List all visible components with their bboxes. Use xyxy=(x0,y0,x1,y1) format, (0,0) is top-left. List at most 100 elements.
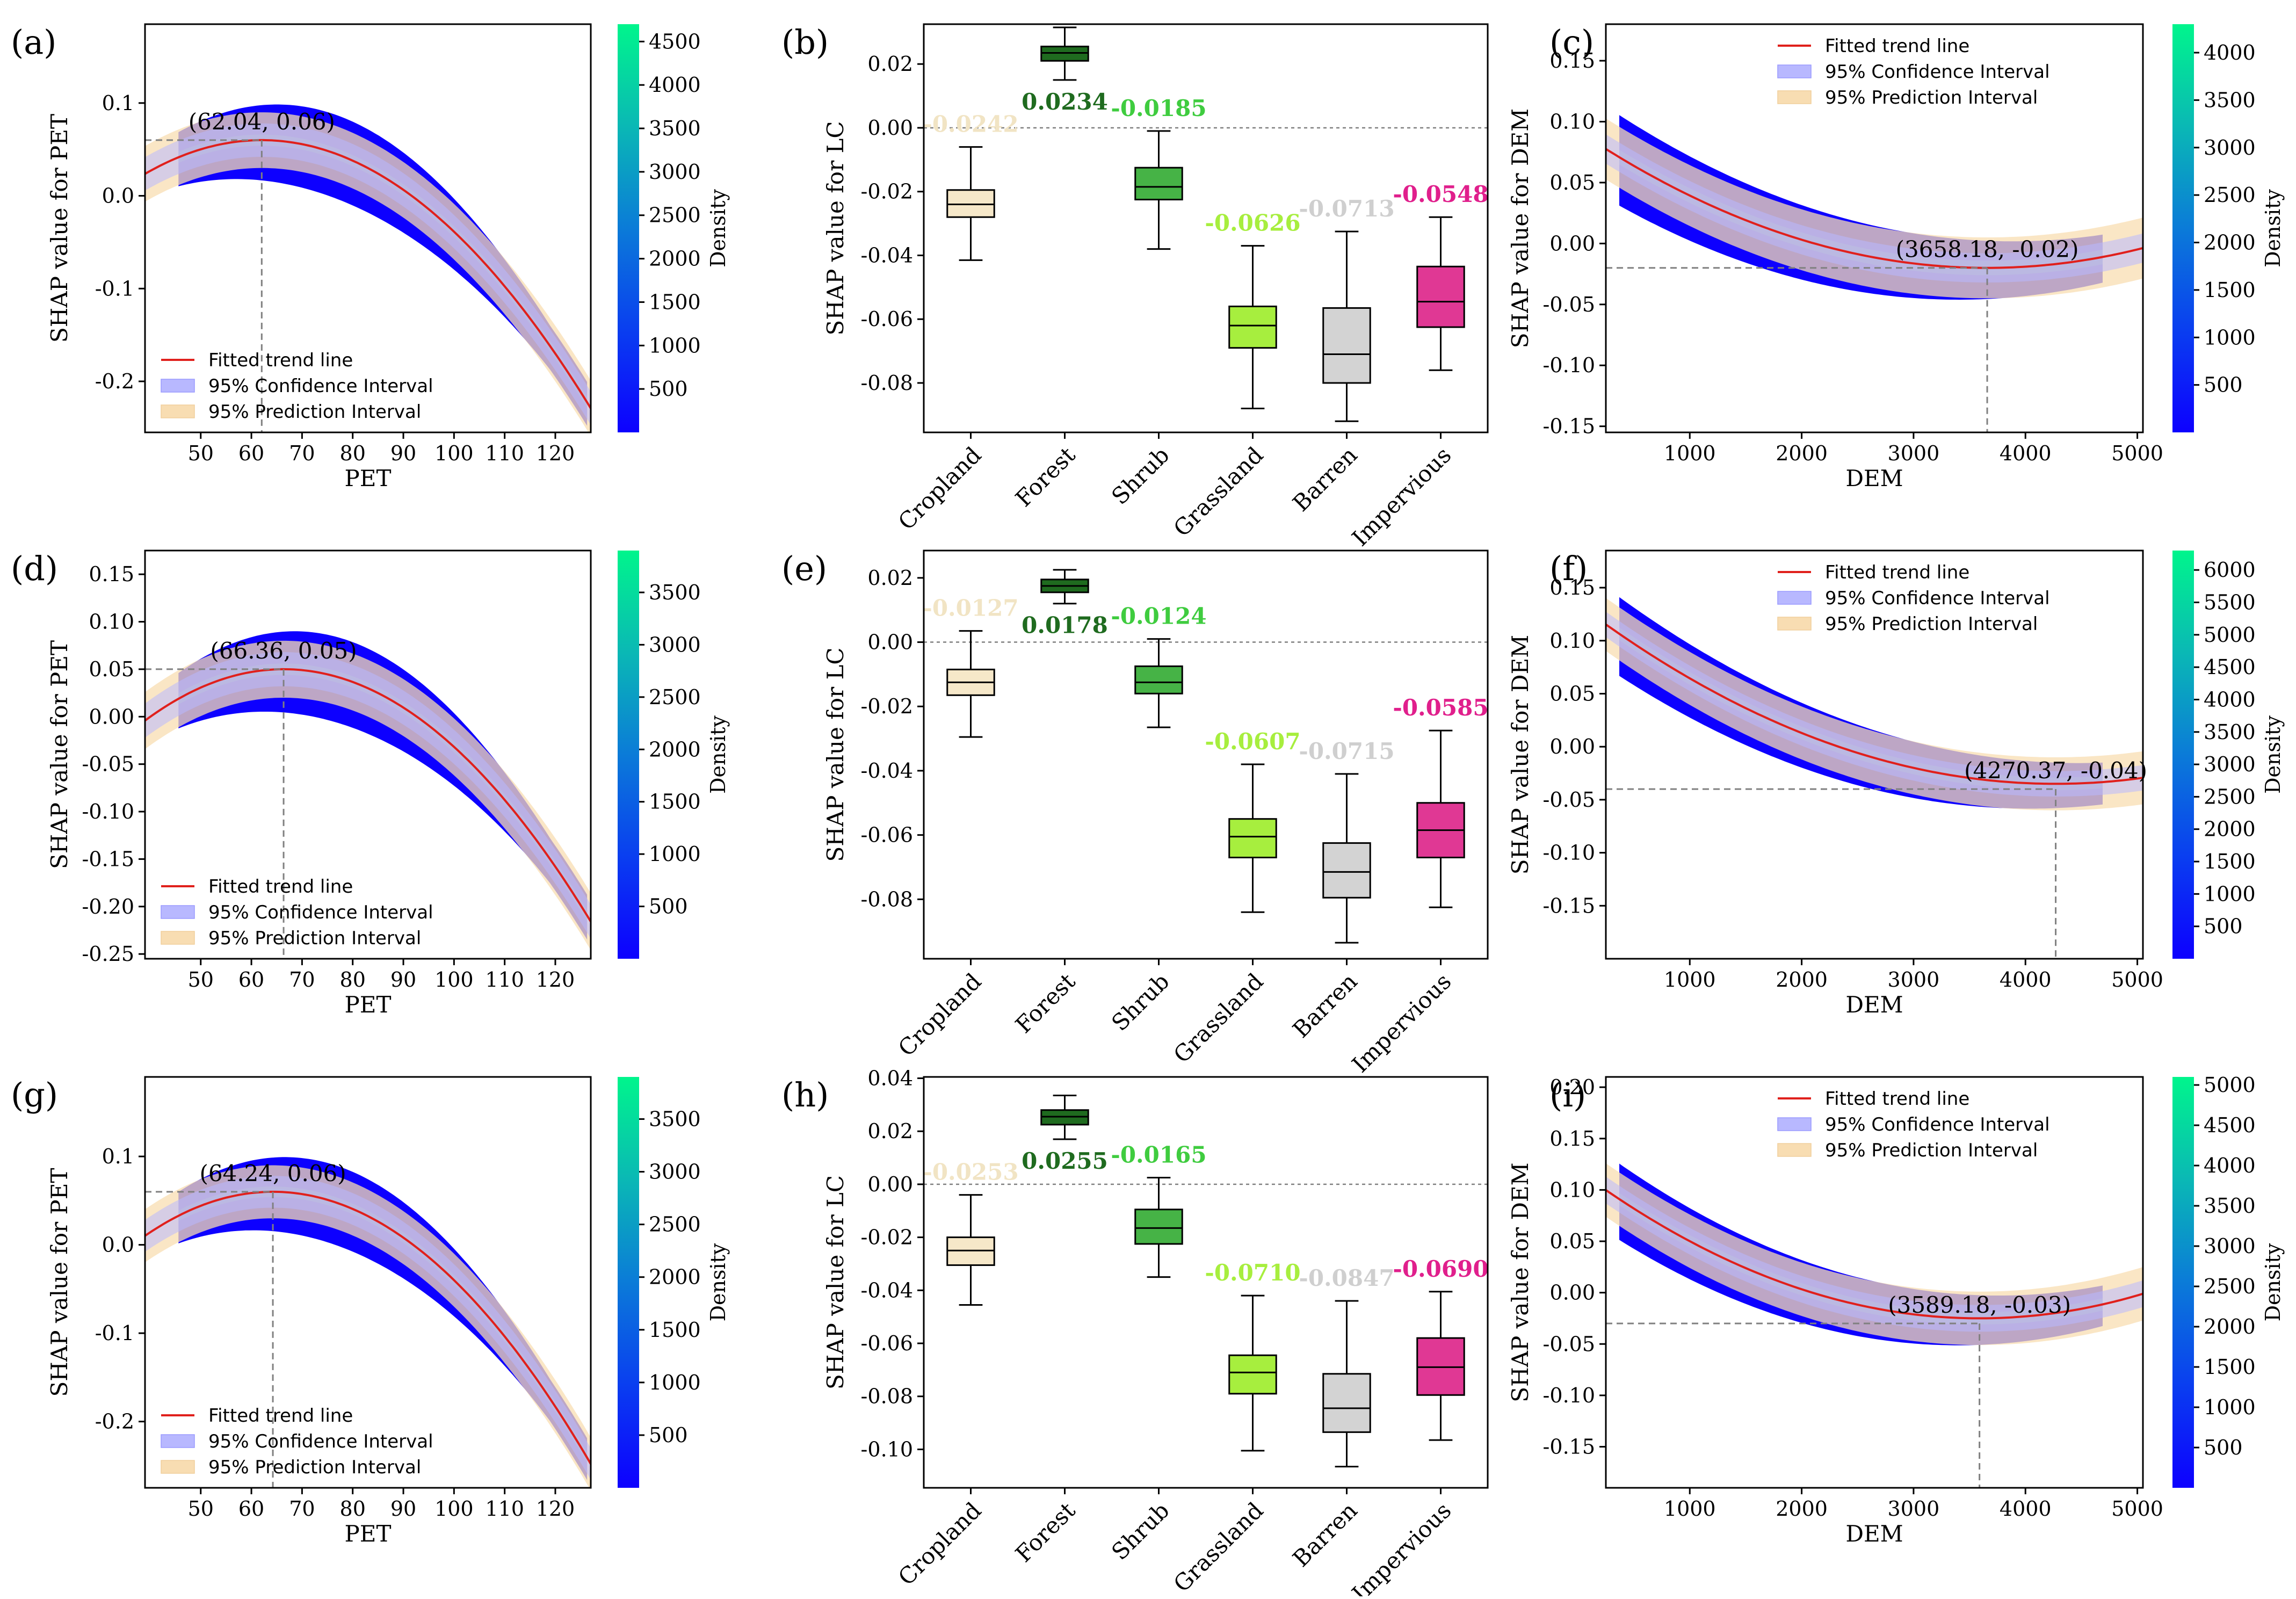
colorbar-tick-label: 1500 xyxy=(2204,278,2256,302)
y-axis-label: SHAP value for DEM xyxy=(1507,1162,1533,1402)
colorbar-tick-label: 3000 xyxy=(649,633,701,656)
axes-frame xyxy=(923,1076,1489,1489)
y-tick-label: 0.15 xyxy=(1549,576,1595,599)
colorbar-tick-label: 2500 xyxy=(2204,1275,2256,1298)
confidence-interval-band xyxy=(1606,134,2143,283)
y-tick-label: 0.20 xyxy=(1549,1075,1595,1099)
colorbar-tick-label: 4500 xyxy=(2204,1113,2256,1137)
colorbar-tick-label: 3500 xyxy=(2204,88,2256,112)
legend-label: 95% Prediction Interval xyxy=(1825,613,2038,635)
y-tick-label: -0.2 xyxy=(95,1410,134,1434)
x-tick-label: 110 xyxy=(485,442,524,465)
fitted-trend-line xyxy=(1606,148,2143,269)
mean-value-label: -0.0548 xyxy=(1393,181,1488,207)
axes-frame xyxy=(1605,1076,2144,1489)
x-tick-label: 90 xyxy=(390,968,416,992)
colorbar xyxy=(618,551,639,959)
colorbar-tick-label: 3500 xyxy=(2204,720,2256,744)
y-tick-label: 0.1 xyxy=(102,91,134,115)
y-tick-label: 0.0 xyxy=(102,184,134,208)
x-tick-label: 3000 xyxy=(1888,1497,1940,1521)
colorbar-tick-label: 4000 xyxy=(2204,688,2256,711)
box-grassland: -0.0710 xyxy=(1205,1260,1301,1452)
category-tick-label: Shrub xyxy=(1106,442,1174,509)
box-forest: 0.0178 xyxy=(1022,569,1108,639)
box-cropland: -0.0242 xyxy=(923,111,1019,261)
category-tick-label: Shrub xyxy=(1106,1497,1174,1565)
colorbar-tick-label: 2000 xyxy=(649,247,701,271)
colorbar-tick-label: 3500 xyxy=(649,1107,701,1131)
iqr-box xyxy=(1134,167,1183,201)
box-impervious: -0.0690 xyxy=(1393,1256,1489,1441)
colorbar xyxy=(2172,1077,2194,1488)
colorbar-tick-label: 2000 xyxy=(2204,231,2256,255)
y-tick-label: 0.05 xyxy=(89,657,134,681)
panel-g: (64.24, 0.06) 50 60 70 80 90 100 110 120 0.1 0.0 -0… xyxy=(11,1075,730,1547)
x-axis-label: DEM xyxy=(1845,465,1903,491)
x-axis-label: PET xyxy=(345,992,392,1018)
extreme-point-label: (62.04, 0.06) xyxy=(189,108,335,135)
colorbar-tick-label: 1500 xyxy=(649,1318,701,1342)
y-tick-label: -0.08 xyxy=(861,371,913,395)
x-tick-label: 1000 xyxy=(1664,442,1716,465)
panel-tag: (b) xyxy=(781,23,829,62)
colorbar-label: Density xyxy=(2261,189,2285,267)
colorbar-tick-label: 2000 xyxy=(649,1265,701,1289)
colorbar-tick-label: 2500 xyxy=(2204,183,2256,207)
colorbar-tick-label: 1000 xyxy=(649,1371,701,1394)
legend-label: Fitted trend line xyxy=(208,876,353,898)
category-tick-label: Impervious xyxy=(1347,1497,1457,1596)
x-tick-label: 60 xyxy=(238,1497,264,1521)
x-tick-label: 70 xyxy=(289,1497,315,1521)
x-tick-label: 120 xyxy=(536,968,575,992)
legend-pi-swatch xyxy=(161,1460,195,1474)
legend-label: 95% Prediction Interval xyxy=(208,1457,421,1478)
legend-label: 95% Prediction Interval xyxy=(208,928,421,949)
category-tick-label: Barren xyxy=(1287,442,1362,516)
x-tick-label: 5000 xyxy=(2111,1497,2163,1521)
category-tick-label: Barren xyxy=(1287,968,1362,1043)
colorbar-tick-label: 1000 xyxy=(649,842,701,866)
category-tick-label: Forest xyxy=(1010,442,1081,512)
panel-d: (66.36, 0.05) 50 60 70 80 90 100 110 120 0.15 0.10… xyxy=(11,549,730,1018)
box-shrub: -0.0124 xyxy=(1111,603,1207,728)
mean-value-label: -0.0165 xyxy=(1111,1142,1206,1168)
panel-h: -0.0253 Cropland 0.0255 Forest -0.0165 Shrub -… xyxy=(781,1066,1489,1599)
x-tick-label: 1000 xyxy=(1664,1497,1716,1521)
y-tick-label: 0.00 xyxy=(1549,231,1595,255)
mean-value-label: -0.0127 xyxy=(923,595,1018,621)
extreme-point-label: (3658.18, -0.02) xyxy=(1896,236,2079,263)
axes-frame xyxy=(144,549,592,960)
plot-area xyxy=(145,631,591,950)
x-tick-label: 110 xyxy=(485,1497,524,1521)
x-tick-label: 50 xyxy=(188,968,214,992)
y-tick-label: 0.1 xyxy=(102,1145,134,1168)
fitted-trend-line xyxy=(145,139,591,409)
colorbar-label: Density xyxy=(706,189,730,267)
colorbar-tick-label: 2500 xyxy=(649,685,701,709)
x-axis-label: PET xyxy=(345,465,392,491)
category-tick-label: Grassland xyxy=(1168,442,1268,541)
iqr-box xyxy=(1322,1373,1371,1433)
box-shrub: -0.0165 xyxy=(1111,1142,1207,1278)
y-tick-label: 0.15 xyxy=(89,562,134,586)
mean-value-label: -0.0847 xyxy=(1299,1265,1394,1291)
colorbar-label: Density xyxy=(2261,715,2285,794)
x-tick-label: 80 xyxy=(340,442,366,465)
legend-label: 95% Prediction Interval xyxy=(1825,87,2038,108)
y-tick-label: -0.04 xyxy=(861,759,913,783)
colorbar-tick-label: 1000 xyxy=(2204,882,2256,906)
mean-value-label: 0.0255 xyxy=(1022,1148,1108,1174)
colorbar-tick-label: 3500 xyxy=(649,117,701,140)
mean-value-label: -0.0713 xyxy=(1299,196,1394,222)
colorbar-tick-label: 500 xyxy=(2204,915,2243,938)
x-tick-label: 100 xyxy=(434,442,474,465)
x-tick-label: 5000 xyxy=(2111,442,2163,465)
panel-tag: (h) xyxy=(781,1075,829,1115)
panel-e: -0.0127 Cropland 0.0178 Forest -0.0124 Shrub -… xyxy=(781,549,1489,1077)
x-tick-label: 110 xyxy=(485,968,524,992)
panel-tag: (f) xyxy=(1549,549,1588,588)
y-tick-label: -0.02 xyxy=(861,694,913,718)
plot-area xyxy=(1606,1163,2143,1345)
